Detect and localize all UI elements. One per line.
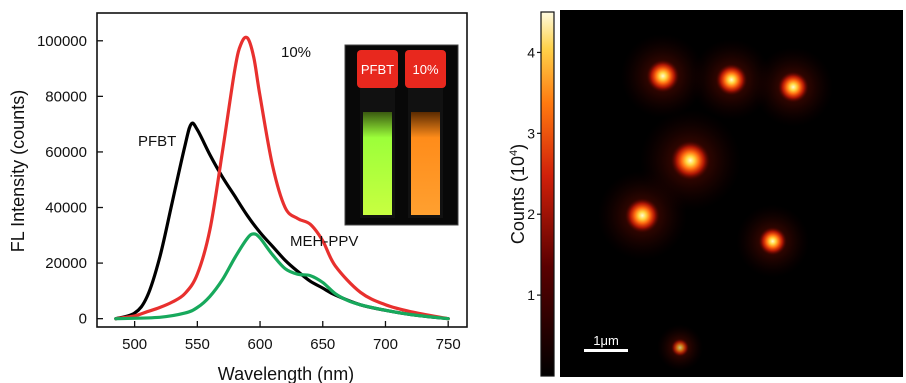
y-tick-label: 20000 — [45, 255, 87, 272]
y-axis-title: FL Intensity (counts) — [8, 90, 28, 252]
colorbar-ticks: 1 2 3 4 — [527, 44, 541, 303]
y-axis-ticks: 0 20000 40000 60000 80000 100000 — [37, 33, 103, 328]
y-tick-label: 0 — [79, 311, 87, 328]
x-tick-label: 600 — [248, 336, 273, 353]
x-axis-ticks: 500 550 600 650 700 750 — [122, 321, 461, 353]
vial-pfbt: PFBT — [357, 50, 398, 218]
y-tick-label: 60000 — [45, 144, 87, 161]
annotation-meh-ppv: MEH-PPV — [290, 233, 358, 250]
annotation-pfbt: PFBT — [138, 133, 176, 150]
y-tick-label: 100000 — [37, 33, 87, 50]
colorbar-tick-label: 2 — [527, 206, 535, 222]
scale-bar — [584, 349, 628, 352]
nanoparticle-spots — [597, 33, 833, 371]
nanoparticle-spot — [625, 198, 660, 233]
nanoparticle-spot — [715, 64, 748, 96]
nanoparticle-spot — [646, 59, 680, 93]
x-tick-label: 650 — [310, 336, 335, 353]
nanoparticle-spot — [670, 141, 710, 180]
vial-fluid — [363, 112, 392, 215]
colorbar-tick-label: 1 — [527, 287, 535, 303]
vial-label-pfbt: PFBT — [361, 62, 394, 77]
vial-fluid — [411, 112, 440, 215]
nanoparticle-spot — [778, 71, 809, 103]
scale-bar-label: 1μm — [593, 333, 619, 348]
colorbar-tick-label: 3 — [527, 125, 535, 141]
annotation-10-percent: 10% — [281, 44, 311, 61]
y-tick-label: 40000 — [45, 200, 87, 217]
x-tick-label: 500 — [122, 336, 147, 353]
fluorescence-image-panel: 1 2 3 4 Counts (104) 1μm — [508, 10, 903, 377]
colorbar — [540, 11, 555, 377]
fluorescence-spectrum-chart: 500 550 600 650 700 750 0 20000 40000 60000 80000… — [8, 12, 468, 383]
series-line-10 — [114, 35, 450, 321]
x-tick-label: 750 — [436, 336, 461, 353]
vial-10-percent: 10% — [405, 50, 446, 218]
vial-cap — [405, 50, 446, 88]
colorbar-title: Counts (104) — [508, 144, 528, 244]
colorbar-tick-label: 4 — [527, 44, 535, 60]
vial-label-10-percent: 10% — [412, 62, 438, 77]
series-line-meh-ppv — [114, 232, 450, 321]
vial-photo-inset: PFBT 10% — [344, 44, 459, 226]
x-tick-label: 700 — [373, 336, 398, 353]
spectrum-lines — [114, 35, 450, 321]
vial-cap — [357, 50, 398, 88]
x-axis-title: Wavelength (nm) — [218, 364, 354, 383]
x-tick-label: 550 — [185, 336, 210, 353]
nanoparticle-spot — [671, 338, 689, 357]
y-tick-label: 80000 — [45, 88, 87, 105]
nanoparticle-spot — [758, 227, 787, 256]
